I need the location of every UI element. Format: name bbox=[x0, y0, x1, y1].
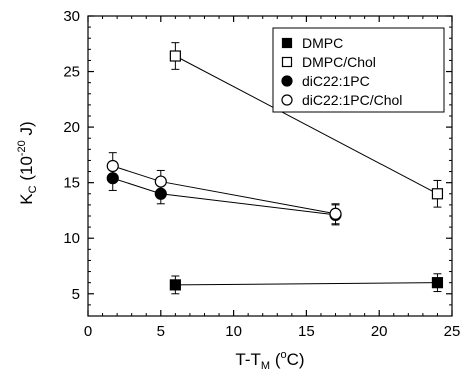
legend-label: diC22:1PC bbox=[302, 73, 370, 89]
data-point bbox=[169, 50, 181, 62]
legend-label: DMPC bbox=[302, 35, 343, 51]
legend-marker bbox=[281, 37, 293, 49]
data-point bbox=[431, 188, 444, 200]
data-point bbox=[329, 207, 342, 220]
x-tick-label: 5 bbox=[157, 323, 165, 340]
x-tick-label: 10 bbox=[225, 323, 242, 340]
y-tick-label: 20 bbox=[63, 119, 80, 136]
series-line bbox=[175, 55, 438, 195]
plot-layer bbox=[106, 42, 444, 295]
series-line bbox=[175, 282, 438, 286]
y-tick-label: 15 bbox=[63, 175, 80, 192]
series-line bbox=[112, 165, 336, 215]
legend-marker bbox=[281, 56, 293, 68]
series-line bbox=[112, 177, 336, 216]
x-tick-label: 25 bbox=[444, 323, 461, 340]
x-tick-label: 15 bbox=[298, 323, 315, 340]
y-tick-label: 30 bbox=[63, 8, 80, 25]
plot-frame bbox=[87, 15, 453, 317]
legend-box bbox=[272, 27, 445, 113]
axes-layer: 0 5 10 15 20 25 5 10 15 20 25 30 bbox=[63, 8, 460, 340]
data-point bbox=[106, 159, 119, 173]
legend-marker bbox=[281, 94, 293, 106]
x-axis-label: T-TM (oC) bbox=[235, 349, 304, 372]
legend-label: diC22:1PC/Chol bbox=[302, 92, 402, 108]
data-point bbox=[169, 279, 181, 291]
y-axis-label: KC (10-20 J) bbox=[16, 121, 39, 204]
x-tick-label: 0 bbox=[84, 323, 92, 340]
x-tick-label: 20 bbox=[371, 323, 388, 340]
legend-label: DMPC/Chol bbox=[302, 54, 376, 70]
legend: DMPC DMPC/Chol diC22:1PC diC22:1PC/Chol bbox=[272, 27, 445, 113]
y-tick-label: 5 bbox=[72, 286, 80, 303]
legend-marker bbox=[281, 75, 293, 87]
data-point bbox=[154, 175, 167, 188]
y-tick-label: 25 bbox=[63, 64, 80, 81]
data-point bbox=[431, 277, 444, 289]
y-tick-label: 10 bbox=[63, 230, 80, 247]
